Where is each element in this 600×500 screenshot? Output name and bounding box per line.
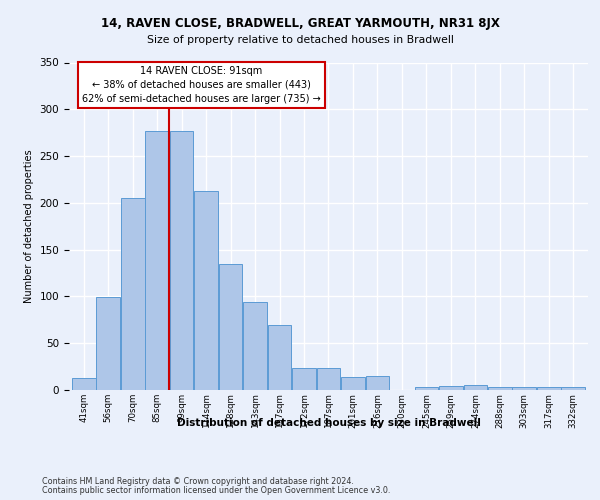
Bar — [415, 387, 438, 390]
Text: Contains HM Land Registry data © Crown copyright and database right 2024.: Contains HM Land Registry data © Crown c… — [42, 477, 354, 486]
Text: 14, RAVEN CLOSE, BRADWELL, GREAT YARMOUTH, NR31 8JX: 14, RAVEN CLOSE, BRADWELL, GREAT YARMOUT… — [101, 18, 499, 30]
Bar — [72, 378, 95, 390]
Bar — [292, 368, 316, 390]
Bar — [317, 368, 340, 390]
Bar — [219, 264, 242, 390]
Bar — [439, 386, 463, 390]
Y-axis label: Number of detached properties: Number of detached properties — [24, 150, 34, 303]
Bar — [537, 387, 561, 390]
Bar — [341, 377, 365, 390]
Bar — [145, 131, 169, 390]
Bar — [243, 302, 267, 390]
Text: Contains public sector information licensed under the Open Government Licence v3: Contains public sector information licen… — [42, 486, 391, 495]
Bar — [268, 326, 292, 390]
Bar — [512, 387, 536, 390]
Text: Size of property relative to detached houses in Bradwell: Size of property relative to detached ho… — [146, 35, 454, 45]
Bar — [488, 387, 512, 390]
Bar — [170, 131, 193, 390]
Bar — [464, 386, 487, 390]
Text: 14 RAVEN CLOSE: 91sqm
← 38% of detached houses are smaller (443)
62% of semi-det: 14 RAVEN CLOSE: 91sqm ← 38% of detached … — [82, 66, 321, 104]
Bar — [365, 376, 389, 390]
Text: Distribution of detached houses by size in Bradwell: Distribution of detached houses by size … — [177, 418, 481, 428]
Bar — [194, 190, 218, 390]
Bar — [96, 298, 120, 390]
Bar — [562, 387, 585, 390]
Bar — [121, 198, 145, 390]
